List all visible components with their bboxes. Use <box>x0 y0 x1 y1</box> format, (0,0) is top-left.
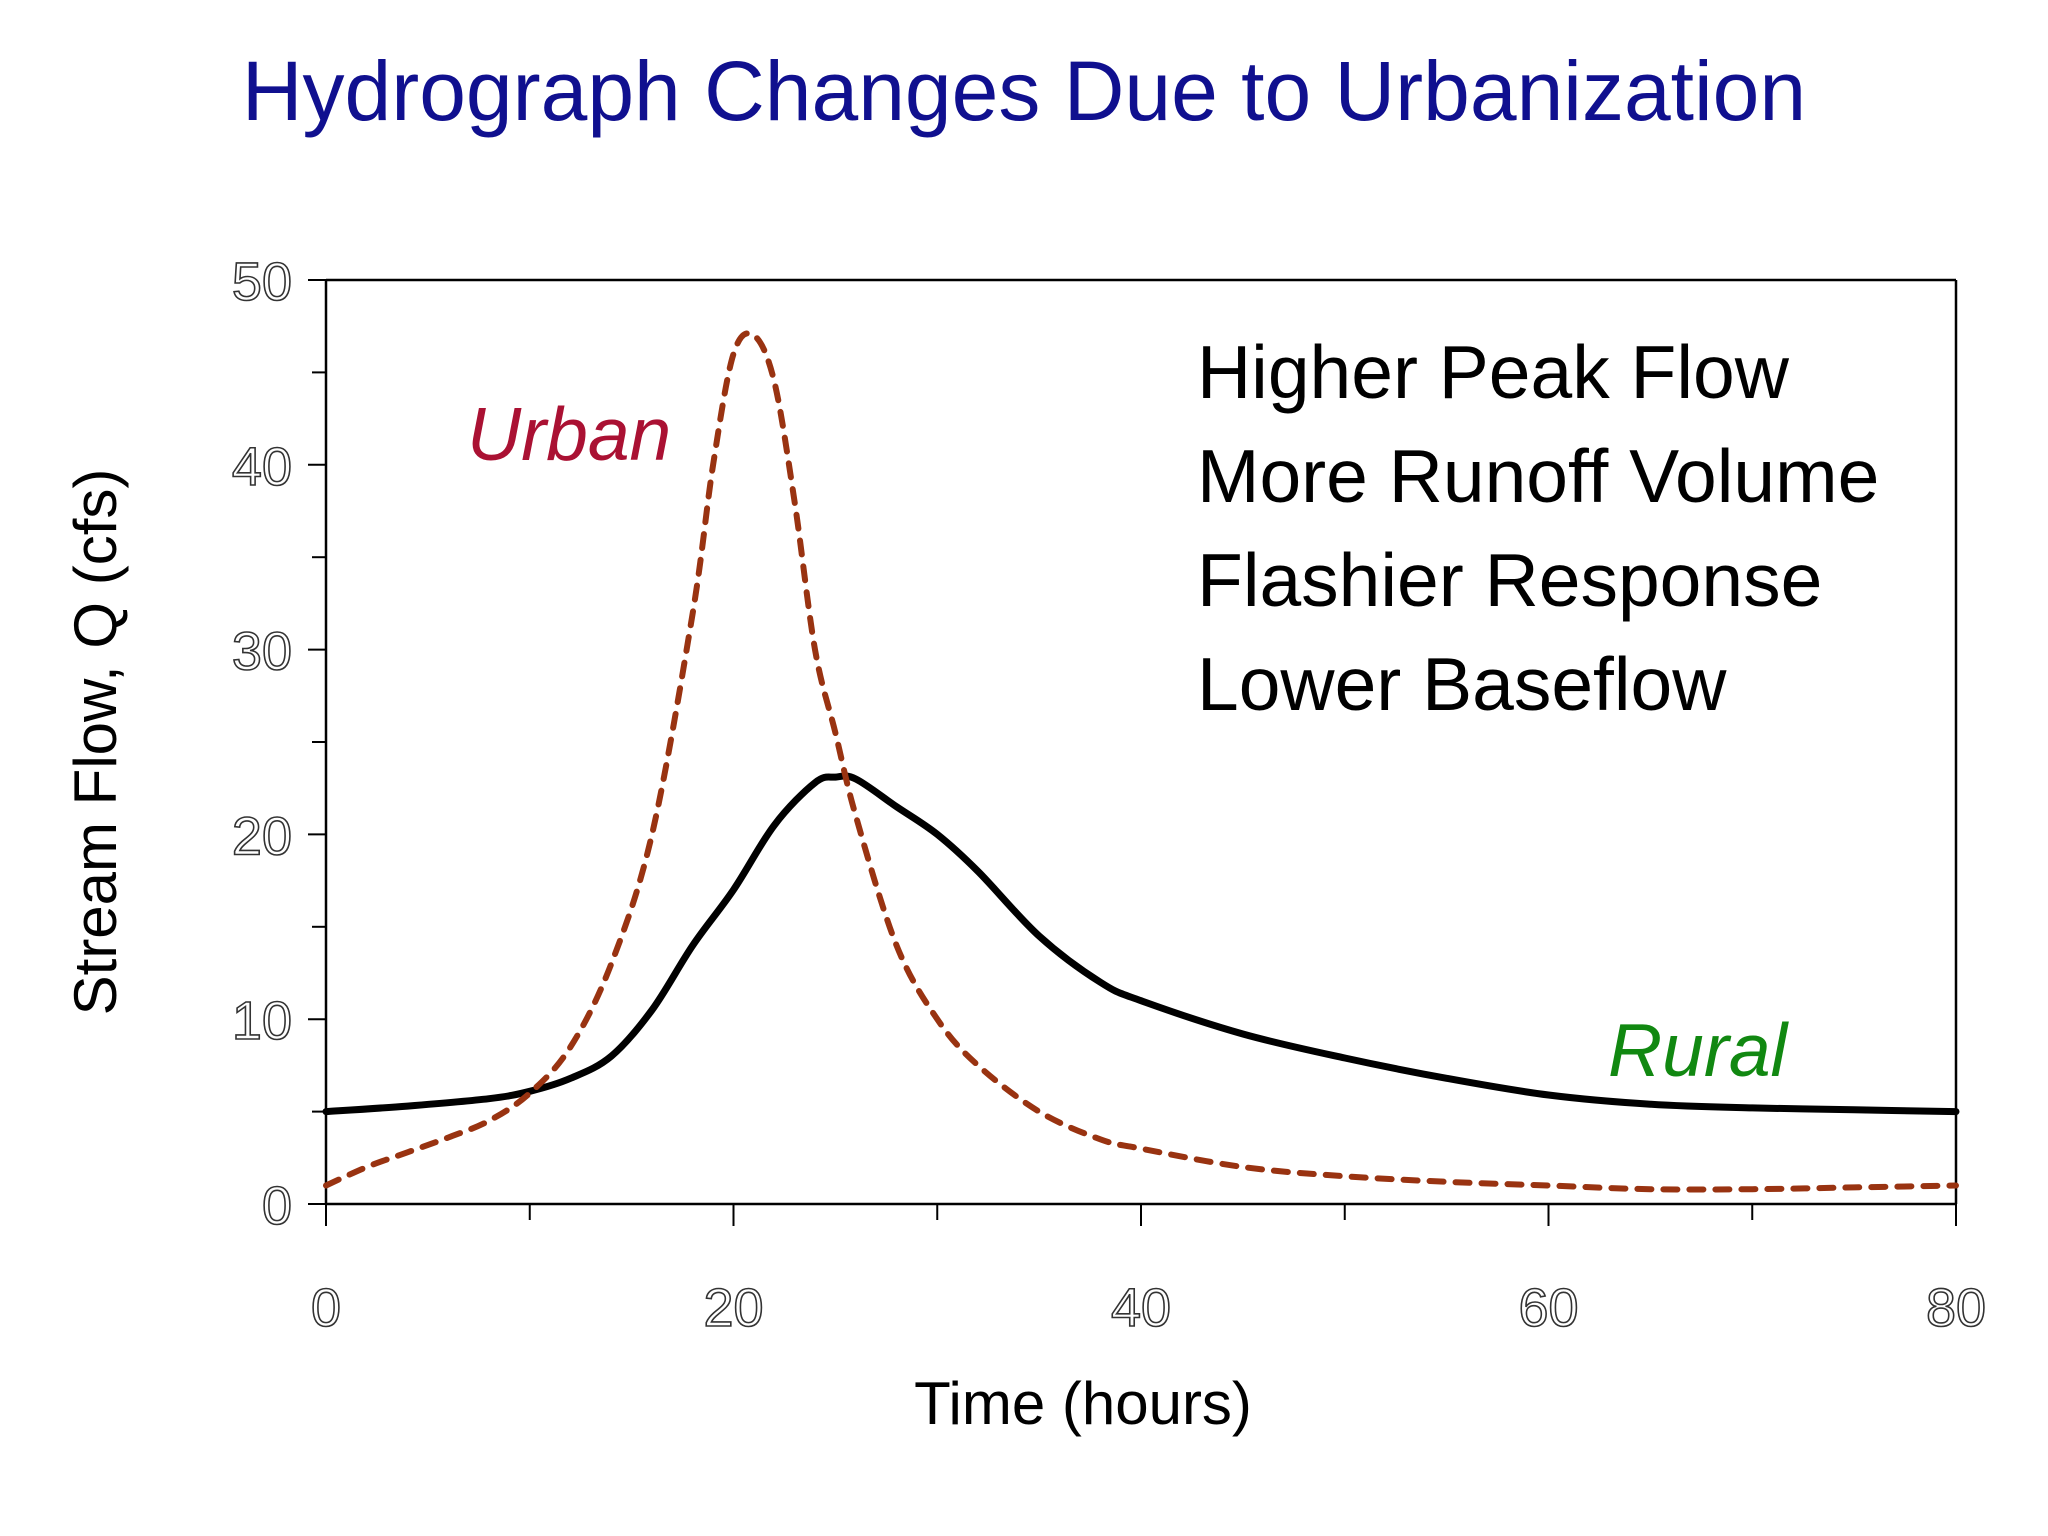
y-tick-label: 50 <box>232 252 292 312</box>
series-line-urban <box>323 330 1959 1193</box>
annotation-runoff-volume: More Runoff Volume <box>1197 434 1879 518</box>
y-tick-label: 10 <box>232 991 292 1051</box>
series-label-urban: Urban <box>467 392 671 476</box>
x-tick-label: 40 <box>1111 1278 1171 1338</box>
x-tick-label: 80 <box>1926 1278 1986 1338</box>
x-tick-label: 60 <box>1518 1278 1578 1338</box>
series-line-rural <box>322 772 1960 1116</box>
tick-labels: 0 10 20 30 40 50 0 20 40 60 80 <box>231 251 1987 1339</box>
annotation-peak-flow: Higher Peak Flow <box>1197 330 1790 414</box>
x-axis-title: Time (hours) <box>914 1370 1252 1437</box>
x-tick-label: 20 <box>703 1278 763 1338</box>
y-tick-label: 20 <box>232 806 292 866</box>
axis-ticks <box>308 279 1957 1226</box>
y-tick-label: 40 <box>232 437 292 497</box>
series-label-rural: Rural <box>1608 1008 1790 1092</box>
x-tick-label: 0 <box>311 1278 341 1338</box>
series-layer <box>322 330 1960 1193</box>
annotation-flashier-response: Flashier Response <box>1197 538 1822 622</box>
chart-title: Hydrograph Changes Due to Urbanization <box>242 44 1806 138</box>
y-tick-label: 30 <box>232 622 292 682</box>
y-tick-label: 0 <box>262 1176 292 1236</box>
annotation-lower-baseflow: Lower Baseflow <box>1197 642 1727 726</box>
y-axis-title: Stream Flow, Q (cfs) <box>62 469 129 1016</box>
annotation-list: Higher Peak Flow More Runoff Volume Flas… <box>1197 330 1879 726</box>
